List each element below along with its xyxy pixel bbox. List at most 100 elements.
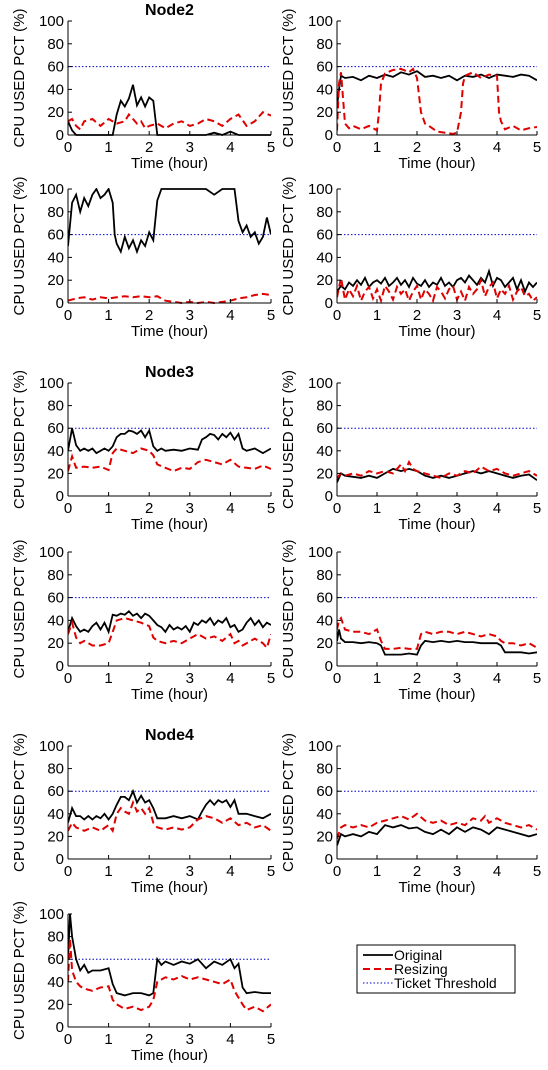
series-line-original [337,70,537,107]
y-tick-label: 20 [47,272,64,289]
y-tick-label: 0 [325,295,333,312]
x-tick-label: 0 [333,139,341,156]
chart-panel-8: 0 1 2 3 4 5 0 20 40 60 80 100 Time (hour) CPU USED PC… [280,540,541,703]
x-tick-label: 1 [104,863,112,880]
x-tick-label: 0 [64,307,72,324]
x-tick-label: 4 [226,670,234,687]
chart-panel-4: 0 1 2 3 4 5 0 20 40 60 80 100 Time (hour) CPU USED PC… [280,177,541,340]
x-tick-label: 3 [453,863,461,880]
series-line-original [337,467,537,483]
x-tick-label: 2 [145,139,153,156]
x-tick-label: 4 [493,863,501,880]
series-line-original [68,913,271,997]
chart-panel-7: 0 1 2 3 4 5 0 20 40 60 80 100 Time (hour) CPU USED PC… [11,540,275,703]
legend-label-threshold: Ticket Threshold [394,975,497,991]
y-tick-label: 0 [325,127,333,144]
y-axis-label: CPU USED PCT (%) [280,540,297,679]
y-tick-label: 100 [308,544,333,561]
y-tick-label: 0 [325,658,333,675]
x-tick-label: 2 [413,307,421,324]
y-tick-label: 80 [316,36,333,53]
x-tick-label: 4 [226,139,234,156]
y-tick-label: 100 [39,738,64,755]
chart-panel-1: 0 1 2 3 4 5 0 20 40 60 80 100 Time (hour) CPU USED PC… [11,2,275,172]
chart-panel-10: 0 1 2 3 4 5 0 20 40 60 80 100 Time (hour) CPU USED PC… [280,733,541,896]
y-tick-label: 40 [47,974,64,991]
x-tick-label: 3 [453,139,461,156]
y-tick-label: 0 [56,488,64,505]
series-line-resizing [68,938,271,1013]
x-tick-label: 0 [64,1031,72,1048]
y-tick-label: 20 [316,635,333,652]
series-line-resizing [337,277,537,304]
series-line-resizing [337,459,537,479]
y-tick-label: 60 [47,420,64,437]
series-line-resizing [68,292,271,304]
series-line-resizing [337,67,537,135]
y-tick-label: 40 [47,612,64,629]
x-tick-label: 2 [145,863,153,880]
chart-title: Node4 [145,727,194,744]
x-axis-label: Time (hour) [131,1047,208,1064]
series-line-resizing [68,799,271,834]
chart-panel-11: 0 1 2 3 4 5 0 20 40 60 80 100 Time (hour) CPU USED PC… [11,901,275,1064]
x-axis-label: Time (hour) [131,686,208,703]
x-tick-label: 2 [145,670,153,687]
x-tick-label: 4 [493,139,501,156]
y-tick-label: 40 [47,249,64,266]
x-axis-label: Time (hour) [131,516,208,533]
x-tick-label: 1 [373,500,381,517]
x-tick-label: 1 [373,863,381,880]
y-tick-label: 0 [56,851,64,868]
y-axis-label: CPU USED PCT (%) [11,733,28,872]
x-tick-label: 1 [104,139,112,156]
x-tick-label: 0 [333,670,341,687]
y-tick-label: 80 [316,761,333,778]
x-tick-label: 2 [145,500,153,517]
x-tick-label: 4 [493,670,501,687]
y-tick-label: 20 [47,104,64,121]
y-tick-label: 40 [316,81,333,98]
y-tick-label: 60 [316,59,333,76]
x-tick-label: 5 [533,139,541,156]
x-tick-label: 4 [226,1031,234,1048]
y-tick-label: 100 [39,544,64,561]
x-tick-label: 0 [64,863,72,880]
x-tick-label: 4 [493,500,501,517]
y-tick-label: 100 [39,375,64,392]
x-tick-label: 5 [267,500,275,517]
x-tick-label: 5 [533,500,541,517]
x-axis-label: Time (hour) [399,155,476,172]
y-axis-label: CPU USED PCT (%) [280,177,297,316]
y-tick-label: 60 [47,951,64,968]
x-tick-label: 1 [373,139,381,156]
y-tick-label: 0 [56,658,64,675]
series-line-original [337,629,537,656]
y-tick-label: 0 [56,295,64,312]
y-axis-label: CPU USED PCT (%) [11,901,28,1040]
chart-title: Node2 [145,2,194,19]
x-tick-label: 5 [267,139,275,156]
series-line-original [68,84,271,136]
x-tick-label: 5 [267,670,275,687]
x-axis-label: Time (hour) [399,686,476,703]
y-tick-label: 40 [316,806,333,823]
y-tick-label: 60 [316,227,333,244]
x-tick-label: 2 [145,1031,153,1048]
series-line-original [337,824,537,846]
x-tick-label: 3 [186,670,194,687]
y-axis-label: CPU USED PCT (%) [280,9,297,148]
series-line-original [337,268,537,295]
x-tick-label: 3 [186,863,194,880]
y-tick-label: 40 [47,806,64,823]
y-tick-label: 20 [316,828,333,845]
x-tick-label: 0 [64,139,72,156]
y-tick-label: 100 [308,738,333,755]
series-line-original [68,188,271,255]
y-tick-label: 80 [316,567,333,584]
x-tick-label: 2 [413,500,421,517]
series-line-resizing [68,617,271,650]
x-tick-label: 2 [145,307,153,324]
y-tick-label: 20 [47,996,64,1013]
